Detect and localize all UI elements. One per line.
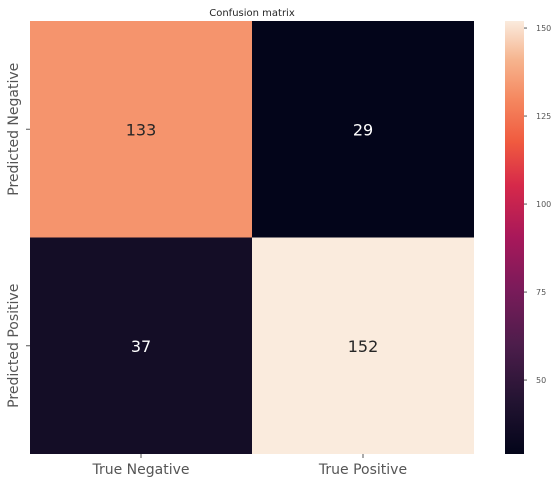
colorbar-tick-label: 125 xyxy=(536,112,551,121)
colorbar-tick-label: 150 xyxy=(536,24,551,33)
heatmap-cell-value: 29 xyxy=(353,120,373,139)
heatmap-cell xyxy=(30,237,252,454)
colorbar-tick-label: 100 xyxy=(536,200,551,209)
row-label: Predicted Positive xyxy=(6,284,22,408)
row-label: Predicted Negative xyxy=(6,63,22,196)
heatmap-cell xyxy=(252,21,474,238)
column-axis-labels: True Negative True Positive xyxy=(91,454,407,478)
row-axis-labels: Predicted Negative Predicted Positive xyxy=(6,63,30,408)
colorbar-tick-label: 75 xyxy=(536,288,546,297)
heatmap-cell xyxy=(30,21,252,238)
colorbar-tick-label: 50 xyxy=(536,376,546,385)
column-label: True Negative xyxy=(91,462,189,478)
heatmap-cell-labels: 133 29 37 152 xyxy=(126,120,379,356)
column-label: True Positive xyxy=(318,462,407,478)
heatmap-cells xyxy=(30,21,474,454)
colorbar-ticks: 50 75 100 125 150 xyxy=(524,24,551,385)
heatmap-cell-value: 152 xyxy=(348,337,379,356)
heatmap-cell-value: 133 xyxy=(126,120,157,139)
heatmap-cell-value: 37 xyxy=(131,337,151,356)
heatmap-cell xyxy=(252,237,474,454)
chart-title: Confusion matrix xyxy=(209,8,295,19)
colorbar xyxy=(505,21,524,454)
